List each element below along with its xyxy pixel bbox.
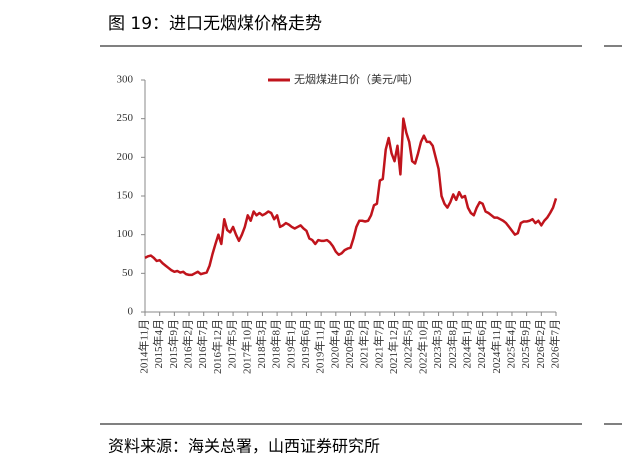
x-tick-label: 2015年4月 <box>151 319 165 369</box>
x-tick-label: 2014年11月 <box>137 319 151 374</box>
x-tick-label: 2024年6月 <box>474 319 488 369</box>
x-tick-label: 2016年7月 <box>195 319 209 369</box>
x-tick-label: 2017年5月 <box>225 319 239 369</box>
x-tick-label: 2020年9月 <box>342 319 356 369</box>
source: 资料来源：海关总署，山西证券研究所 <box>108 437 380 456</box>
x-tick-label: 2023年3月 <box>430 319 444 369</box>
line <box>144 117 558 277</box>
x-tick-label: 2025年4月 <box>503 319 517 369</box>
x-tick-label: 2021年2月 <box>357 319 371 369</box>
x-tick-label: 2016年12月 <box>210 319 224 374</box>
x-tick-label: 2015年9月 <box>166 319 180 369</box>
x-tick-label: 2022年10月 <box>415 319 429 374</box>
y-tick-label: 50 <box>122 267 134 279</box>
y-tick-label: 300 <box>117 74 134 86</box>
y-tick-label: 0 <box>128 306 134 318</box>
x-tick-label: 2021年12月 <box>386 319 400 374</box>
y-tick-label: 250 <box>117 112 134 124</box>
y-tick-label: 100 <box>117 228 134 240</box>
x-tick-label: 2020年4月 <box>327 319 341 369</box>
x-tick-label: 2017年10月 <box>239 319 253 374</box>
x-tick-label: 2024年1月 <box>459 319 473 369</box>
x-tick-label: 2018年8月 <box>269 319 283 369</box>
x-tick-label: 2021年7月 <box>371 319 385 369</box>
x-tick-label: 2019年11月 <box>313 319 327 374</box>
y-tick-label: 200 <box>117 151 134 163</box>
x-tick-label: 2023年8月 <box>445 319 459 369</box>
x-tick-label: 2026年2月 <box>533 319 547 369</box>
x-tick-label: 2022年5月 <box>401 319 415 369</box>
x-tick-label: 2025年9月 <box>518 319 532 369</box>
x-tick-label: 2026年7月 <box>548 319 562 369</box>
x-tick-label: 2018年3月 <box>254 319 268 369</box>
legend-label: 无烟煤进口价（美元/吨） <box>294 72 419 86</box>
x-tick-label: 2019年1月 <box>283 319 297 369</box>
x-tick-label: 2024年11月 <box>489 319 503 374</box>
x-tick-label: 2019年6月 <box>298 319 312 369</box>
x-tick-label: 2016年2月 <box>181 319 195 369</box>
chart-title: 图 19：进口无烟煤价格走势 <box>108 14 322 34</box>
y-tick-label: 150 <box>117 190 134 202</box>
